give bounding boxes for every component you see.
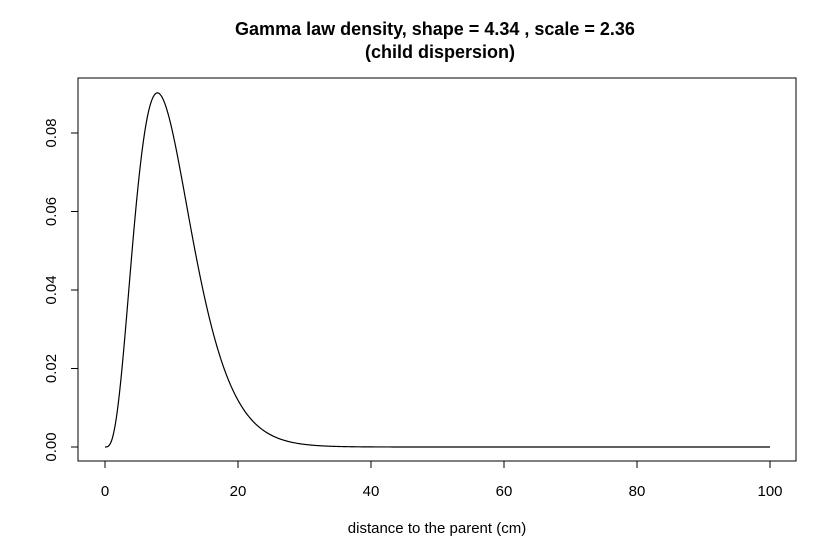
chart-title: Gamma law density, shape = 4.34 , scale … <box>235 19 635 39</box>
x-tick-label: 20 <box>230 483 247 500</box>
y-tick-label: 0.02 <box>43 354 60 383</box>
x-tick-label: 40 <box>363 483 380 500</box>
x-tick-label: 0 <box>101 483 109 500</box>
x-tick-label: 80 <box>629 483 646 500</box>
y-tick-label: 0.00 <box>43 432 60 461</box>
x-tick-label: 60 <box>496 483 513 500</box>
plot-frame <box>77 77 797 462</box>
y-tick-label: 0.06 <box>43 197 60 226</box>
chart-subtitle: (child dispersion) <box>365 42 515 62</box>
x-axis-label: distance to the parent (cm) <box>348 520 526 537</box>
x-axis: 0 20 40 60 80 100 <box>101 460 783 500</box>
y-tick-label: 0.04 <box>43 275 60 304</box>
y-axis: 0.00 0.02 0.04 0.06 0.08 <box>43 118 79 462</box>
y-tick-label: 0.08 <box>43 118 60 147</box>
density-line <box>105 92 770 448</box>
x-tick-label: 100 <box>757 483 782 500</box>
